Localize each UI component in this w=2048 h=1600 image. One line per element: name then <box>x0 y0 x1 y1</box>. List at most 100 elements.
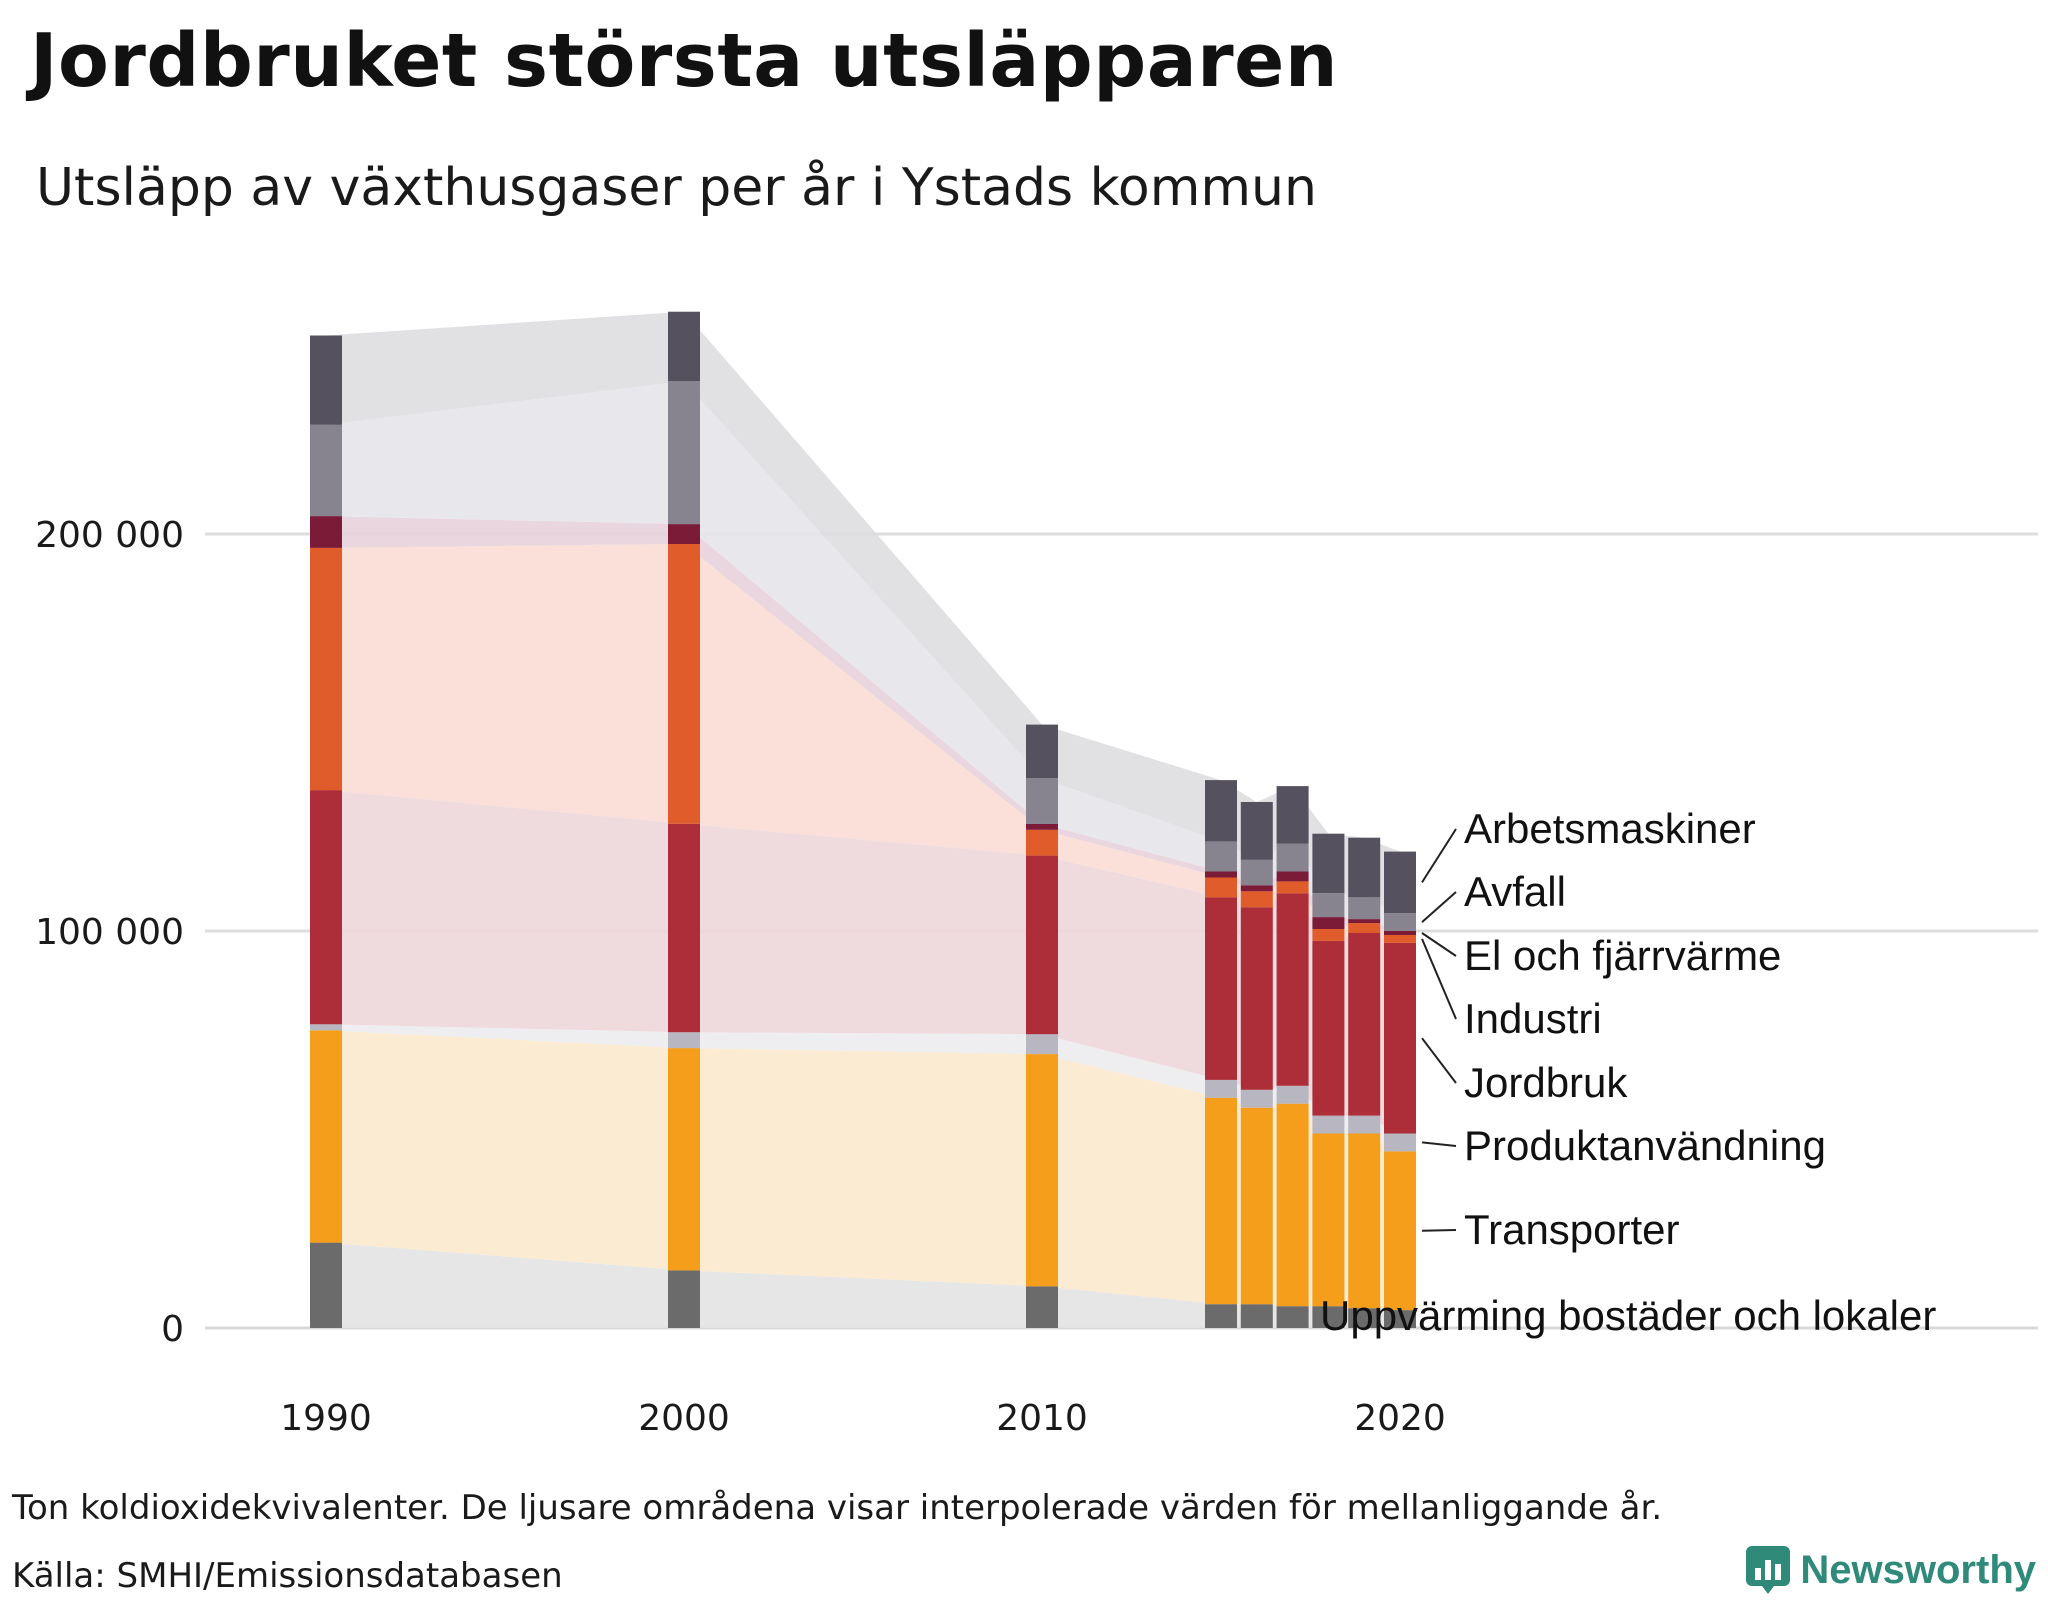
bar-segment[interactable] <box>1276 1085 1309 1104</box>
bar-segment[interactable] <box>1384 942 1416 1134</box>
bar-segment[interactable] <box>1026 1286 1058 1328</box>
bar-segment[interactable] <box>310 1030 342 1243</box>
y-tick-label: 200 000 <box>35 515 184 556</box>
bar-segment[interactable] <box>1240 1089 1273 1108</box>
bar-segment[interactable] <box>1240 907 1273 1090</box>
band-0 <box>326 1242 1400 1328</box>
bar-segment[interactable] <box>668 1032 700 1049</box>
bar-segment[interactable] <box>1312 893 1345 918</box>
bar-segment[interactable] <box>1026 829 1058 856</box>
bar-segment[interactable] <box>1240 802 1273 860</box>
bar-segment[interactable] <box>1312 833 1345 894</box>
band-2 <box>326 1024 1400 1152</box>
bar-segment[interactable] <box>1312 940 1345 1116</box>
bar-segment[interactable] <box>1276 871 1309 882</box>
bar-segment[interactable] <box>1312 929 1345 941</box>
bar-segment[interactable] <box>310 1242 342 1328</box>
bar-segment[interactable] <box>1240 891 1273 908</box>
band-7 <box>326 311 1400 914</box>
bar-segment[interactable] <box>668 823 700 1033</box>
legend-label: Uppvärming bostäder och lokaler <box>1320 1292 1936 1339</box>
bar-segment[interactable] <box>1384 931 1416 935</box>
band-3 <box>326 790 1400 1134</box>
bar-segment[interactable] <box>1205 1304 1237 1328</box>
bar-segment[interactable] <box>1384 1133 1416 1152</box>
bar-segment[interactable] <box>1026 823 1058 830</box>
y-tick-label: 0 <box>161 1309 184 1350</box>
bar-segment[interactable] <box>1384 935 1416 943</box>
chart-title: Jordbruket största utsläpparen <box>30 18 1339 104</box>
legend-label: Produktanvändning <box>1464 1122 1826 1169</box>
bar-segment[interactable] <box>1240 885 1273 892</box>
bar-segment[interactable] <box>310 547 342 791</box>
bar-segment[interactable] <box>310 424 342 517</box>
bar-segment[interactable] <box>310 790 342 1025</box>
bar-segment[interactable] <box>1276 1103 1309 1307</box>
bar-segment[interactable] <box>1348 1115 1381 1134</box>
legend-leader-line <box>1421 932 1457 957</box>
bar-segment[interactable] <box>668 1270 700 1328</box>
legend: Arbetsmaskiner Avfall El och fjärrvärme Ind… <box>1320 805 1936 1339</box>
bar-segment[interactable] <box>1348 919 1381 924</box>
x-tick-label: 1990 <box>280 1398 372 1439</box>
x-tick-label: 2020 <box>1354 1398 1446 1439</box>
axes: 0 100 000 200 000 1990 2000 2010 2020 <box>35 515 1446 1439</box>
legend-label: Arbetsmaskiner <box>1464 805 1756 852</box>
bar-segment[interactable] <box>1384 1151 1416 1311</box>
legend-leader-line <box>1421 828 1457 883</box>
bar-segment[interactable] <box>1348 897 1381 920</box>
bar-segment[interactable] <box>310 1024 342 1031</box>
bar-segment[interactable] <box>1026 1054 1058 1287</box>
bar-segment[interactable] <box>1240 859 1273 886</box>
bar-segment[interactable] <box>1276 893 1309 1086</box>
legend-label: Transporter <box>1464 1206 1680 1253</box>
band-1 <box>326 1030 1400 1311</box>
bar-segment[interactable] <box>668 1048 700 1271</box>
bar-segment[interactable] <box>668 543 700 824</box>
bar-segment[interactable] <box>1348 1133 1381 1309</box>
interpolation-bands <box>326 311 1400 1328</box>
y-tick-label: 100 000 <box>35 912 184 953</box>
bars <box>310 311 1416 1328</box>
bar-segment[interactable] <box>310 516 342 548</box>
bar-segment[interactable] <box>668 524 700 544</box>
bar-segment[interactable] <box>668 311 700 382</box>
bar-segment[interactable] <box>1276 786 1309 844</box>
bar-segment[interactable] <box>1240 1304 1273 1328</box>
bar-segment[interactable] <box>1312 1133 1345 1307</box>
bar-segment[interactable] <box>668 381 700 525</box>
bar-segment[interactable] <box>1384 851 1416 914</box>
bar-segment[interactable] <box>1348 1308 1381 1328</box>
footnote: Ton koldioxidekvivalenter. De ljusare om… <box>12 1488 1663 1528</box>
bar-segment[interactable] <box>1384 913 1416 931</box>
bar-segment[interactable] <box>1384 1310 1416 1328</box>
bar-segment[interactable] <box>1348 923 1381 933</box>
legend-label: Industri <box>1464 995 1602 1042</box>
bar-segment[interactable] <box>1276 1306 1309 1328</box>
band-6 <box>326 381 1400 931</box>
bar-segment[interactable] <box>1348 933 1381 1116</box>
bar-segment[interactable] <box>1312 917 1345 929</box>
bar-segment[interactable] <box>1026 724 1058 779</box>
bar-segment[interactable] <box>1240 1107 1273 1305</box>
bar-segment[interactable] <box>1026 855 1058 1035</box>
bar-segment[interactable] <box>1205 1079 1237 1098</box>
bar-segment[interactable] <box>1026 778 1058 824</box>
bar-segment[interactable] <box>1312 1115 1345 1134</box>
brand-logo[interactable]: Newsworthy <box>1746 1546 2036 1594</box>
bar-segment[interactable] <box>1205 871 1237 878</box>
bar-segment[interactable] <box>310 335 342 425</box>
bar-segment[interactable] <box>1276 881 1309 894</box>
bar-segment[interactable] <box>1348 837 1381 898</box>
bar-segment[interactable] <box>1205 1097 1237 1305</box>
bar-segment[interactable] <box>1276 843 1309 872</box>
bar-segment[interactable] <box>1205 877 1237 898</box>
legend-label: Jordbruk <box>1464 1059 1628 1106</box>
bar-segment[interactable] <box>1205 780 1237 842</box>
bar-segment[interactable] <box>1205 897 1237 1080</box>
bar-segment[interactable] <box>1312 1306 1345 1328</box>
bar-segment[interactable] <box>1026 1034 1058 1055</box>
bar-segment[interactable] <box>1205 841 1237 872</box>
legend-leader-line <box>1421 938 1457 1020</box>
